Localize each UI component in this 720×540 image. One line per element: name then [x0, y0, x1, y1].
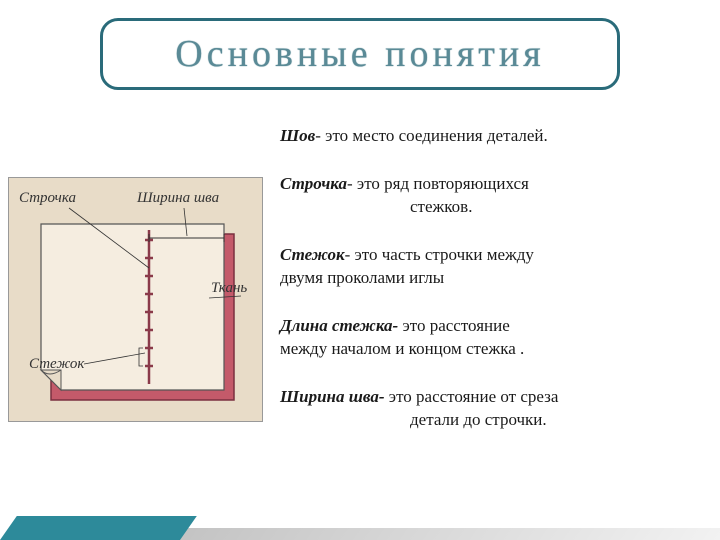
def-shov: Шов- это место соединения деталей.: [280, 125, 710, 148]
term: Длина стежка-: [280, 316, 398, 335]
def-cont: двумя проколами иглы: [280, 267, 710, 290]
term: Ширина шва-: [280, 387, 385, 406]
def-cont: детали до строчки.: [280, 409, 710, 432]
accent-shadow: [126, 528, 720, 540]
label-strochka: Строчка: [19, 190, 76, 207]
def-stezhok: Стежок- это часть строчки между двумя пр…: [280, 244, 710, 290]
footer-accent: [0, 510, 720, 540]
def-cont: между началом и концом стежка .: [280, 338, 710, 361]
diagram-svg: [9, 178, 264, 423]
label-shirina: Ширина шва: [137, 190, 219, 207]
def-text: - это часть строчки между: [345, 245, 534, 264]
accent-teal: [0, 516, 197, 540]
label-tkan: Ткань: [211, 280, 247, 297]
definitions-list: Шов- это место соединения деталей. Строч…: [280, 125, 710, 456]
def-cont: стежков.: [280, 196, 710, 219]
label-stezhok: Стежок: [29, 356, 84, 373]
term: Строчка: [280, 174, 347, 193]
def-text: - это место соединения деталей.: [315, 126, 548, 145]
page-title: Основные понятия: [175, 32, 544, 76]
def-dlina: Длина стежка- это расстояние между начал…: [280, 315, 710, 361]
def-text: это расстояние: [398, 316, 510, 335]
diagram-container: Строчка Ширина шва Ткань Стежок: [8, 177, 263, 422]
title-container: Основные понятия: [100, 18, 620, 90]
def-shirina: Ширина шва- это расстояние от среза дета…: [280, 386, 710, 432]
term: Шов: [280, 126, 315, 145]
def-text: - это ряд повторяющихся: [347, 174, 529, 193]
def-text: это расстояние от среза: [385, 387, 559, 406]
term: Стежок: [280, 245, 345, 264]
seam-diagram: Строчка Ширина шва Ткань Стежок: [8, 177, 263, 422]
def-strochka: Строчка- это ряд повторяющихся стежков.: [280, 173, 710, 219]
